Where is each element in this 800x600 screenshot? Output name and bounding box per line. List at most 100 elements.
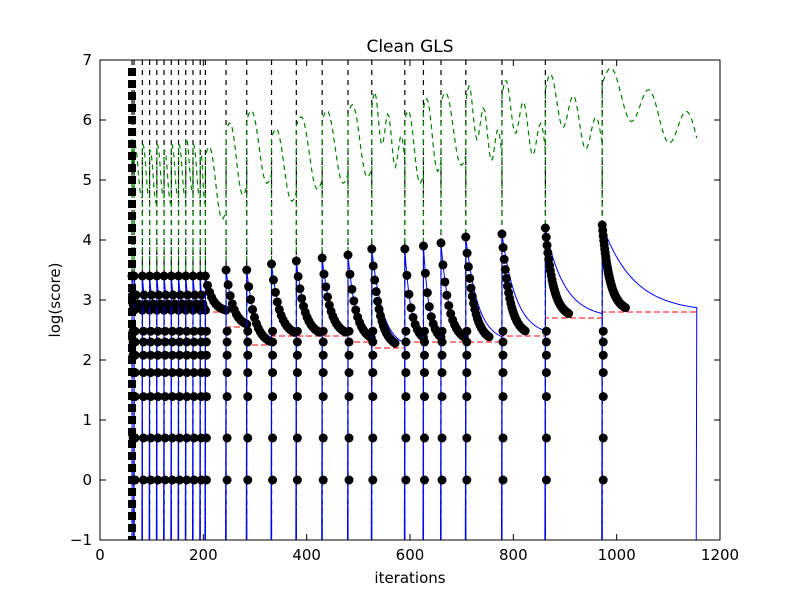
score-marker — [201, 475, 211, 485]
score-marker — [138, 433, 148, 443]
score-marker — [201, 392, 211, 402]
score-marker — [168, 290, 178, 300]
y-tick-label: 4 — [82, 231, 92, 249]
temperature-series — [156, 142, 165, 540]
temperature-series — [422, 97, 442, 540]
score-marker — [243, 350, 253, 360]
score-marker — [343, 250, 353, 260]
restart-marker-square — [128, 248, 137, 256]
restart-marker-square — [128, 80, 137, 88]
restart-marker-square — [128, 344, 137, 352]
score-marker — [202, 280, 212, 290]
restart-marker-square — [128, 92, 137, 100]
score-marker — [462, 475, 472, 485]
x-tick-label: 0 — [95, 546, 105, 564]
score-marker — [498, 243, 508, 253]
restart-marker-square — [128, 524, 137, 532]
score-marker — [419, 392, 429, 402]
score-marker — [167, 350, 177, 360]
score-marker — [182, 433, 192, 443]
score-marker — [484, 332, 494, 342]
score-marker — [401, 475, 411, 485]
temperature-series — [321, 109, 349, 540]
score-marker — [292, 475, 302, 485]
score-marker — [268, 368, 278, 378]
temperature-series — [149, 148, 158, 540]
score-marker — [442, 290, 452, 300]
score-marker — [437, 350, 447, 360]
restart-marker-square — [128, 440, 137, 448]
x-tick-label: 800 — [499, 546, 528, 564]
score-marker — [498, 475, 508, 485]
score-marker — [344, 350, 354, 360]
score-marker — [189, 337, 199, 347]
score-marker — [174, 271, 184, 281]
score-marker — [426, 312, 436, 322]
score-marker — [243, 368, 253, 378]
temperature-series — [440, 91, 467, 540]
score-marker — [437, 337, 447, 347]
x-axis-label: iterations — [374, 569, 445, 587]
restart-marker-square — [128, 260, 137, 268]
score-marker — [153, 368, 163, 378]
score-marker — [182, 350, 192, 360]
score-marker — [292, 433, 302, 443]
restart-marker-square — [128, 128, 137, 136]
score-marker — [598, 392, 608, 402]
y-axis-label: log(score) — [46, 263, 64, 338]
score-marker — [146, 350, 156, 360]
score-marker — [154, 290, 164, 300]
score-marker — [437, 368, 447, 378]
score-marker — [243, 433, 253, 443]
score-marker — [440, 277, 450, 287]
score-marker — [248, 305, 258, 315]
score-marker — [437, 392, 447, 402]
score-marker — [160, 337, 170, 347]
score-marker — [190, 290, 200, 300]
score-marker — [297, 293, 307, 303]
score-series — [601, 224, 698, 540]
score-marker — [462, 350, 472, 360]
temperature-series — [177, 142, 187, 540]
score-marker — [437, 433, 447, 443]
x-axis: 0 200 400 600 800 1000 1200 — [95, 60, 739, 564]
restart-marker-square — [128, 308, 137, 316]
score-marker — [541, 326, 551, 336]
y-tick-label: 7 — [82, 51, 92, 69]
score-marker — [501, 273, 511, 283]
score-marker — [498, 392, 508, 402]
score-marker — [323, 292, 333, 302]
score-marker — [541, 392, 551, 402]
score-marker — [167, 326, 177, 336]
restart-marker-square — [128, 380, 137, 388]
score-marker — [153, 392, 163, 402]
score-marker — [146, 475, 156, 485]
score-marker — [344, 475, 354, 485]
score-marker — [345, 269, 355, 279]
temperature-series — [371, 90, 406, 540]
score-marker — [498, 368, 508, 378]
score-marker — [222, 475, 232, 485]
score-marker — [152, 271, 162, 281]
score-marker — [222, 326, 232, 336]
score-marker — [167, 368, 177, 378]
x-tick-label: 200 — [189, 546, 218, 564]
score-marker — [598, 368, 608, 378]
score-marker — [419, 475, 429, 485]
score-marker — [175, 475, 185, 485]
score-marker — [317, 253, 327, 263]
score-marker — [153, 475, 163, 485]
x-tick-label: 600 — [396, 546, 425, 564]
score-marker — [153, 326, 163, 336]
restart-marker-square — [128, 176, 137, 184]
score-marker — [146, 337, 156, 347]
temperature-series — [170, 142, 179, 540]
score-marker — [153, 350, 163, 360]
score-marker — [462, 248, 472, 258]
score-marker — [182, 392, 192, 402]
score-marker — [598, 475, 608, 485]
restart-marker-square — [128, 476, 137, 484]
score-marker — [225, 291, 235, 301]
score-marker — [419, 368, 429, 378]
